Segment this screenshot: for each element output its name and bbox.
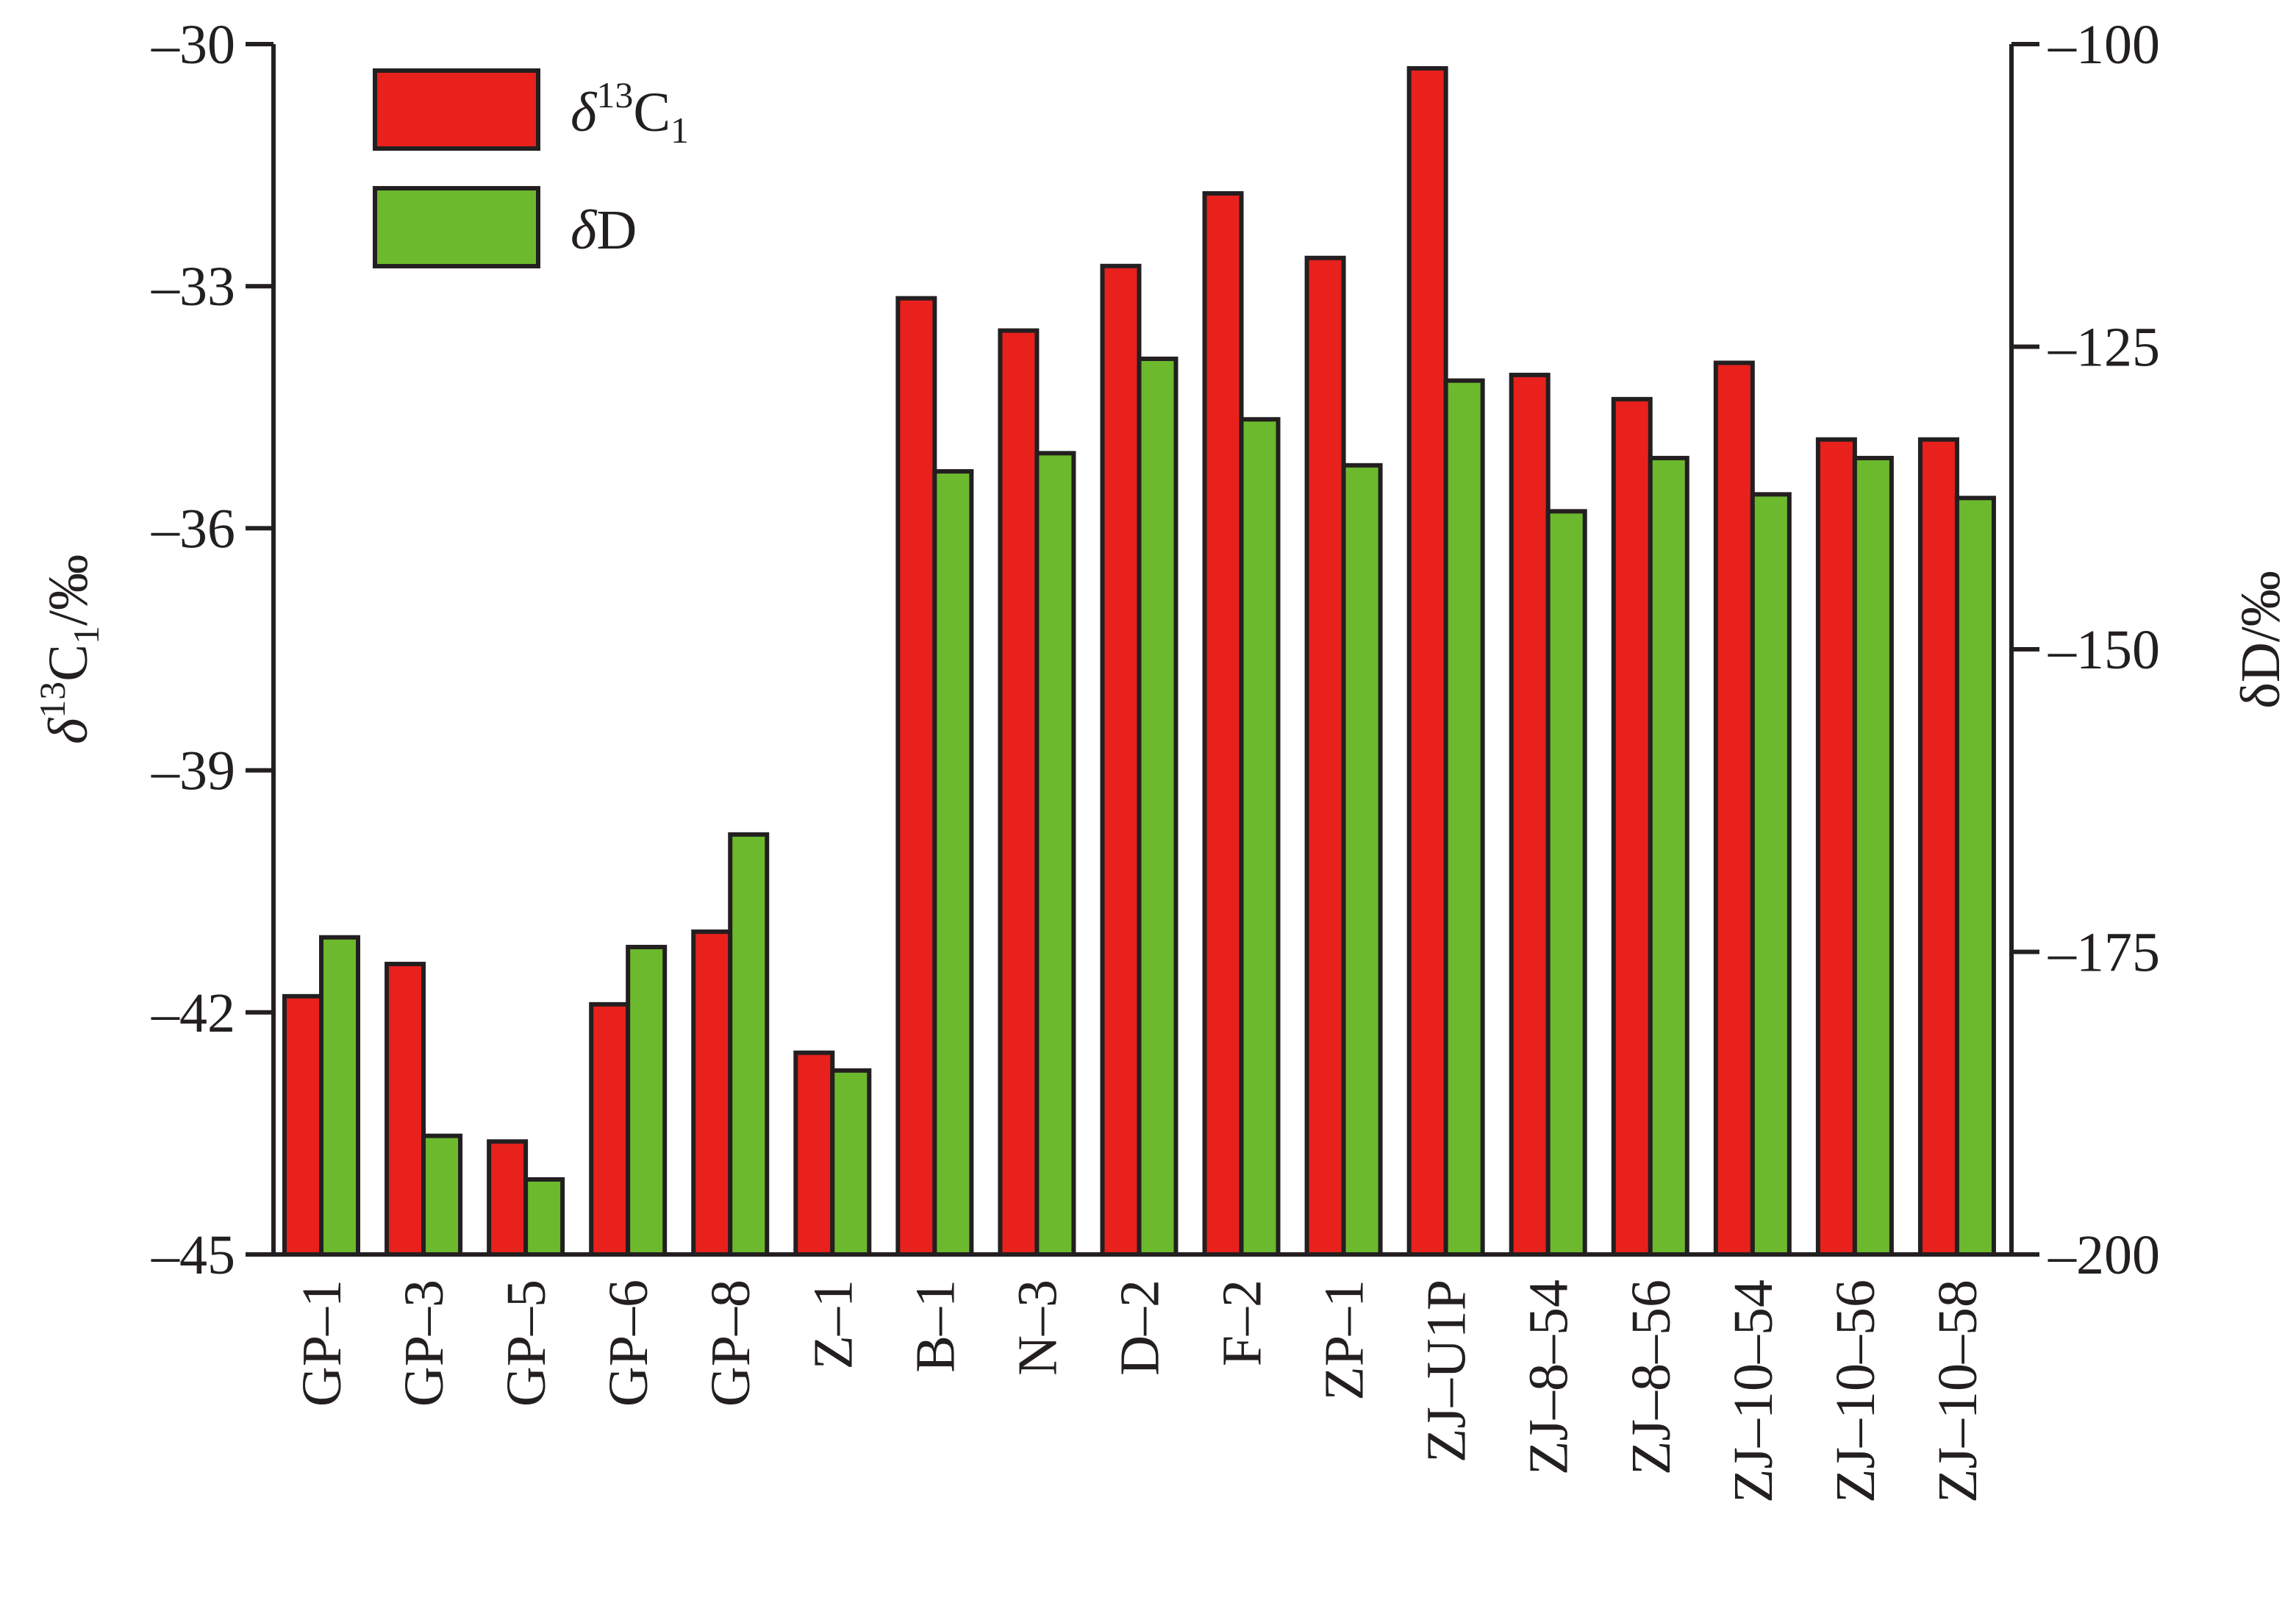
left-tick-label: –36 <box>151 498 235 560</box>
right-tick-label: –200 <box>2048 1224 2160 1286</box>
right-tick-label: –175 <box>2048 922 2160 984</box>
bar-d13c1-ZJ–10–58 <box>1917 437 1959 1257</box>
bar-dd-GP–5 <box>523 1177 565 1257</box>
left-tick-label: –39 <box>151 740 235 802</box>
x-tick-label: ZJ–10–56 <box>1825 1279 1886 1503</box>
bar-d13c1-ZJ–10–56 <box>1815 437 1857 1257</box>
bar-dd-ZJ–8–56 <box>1648 455 1689 1257</box>
bar-dd-ZJ–10–56 <box>1852 455 1894 1257</box>
x-tick-label: N–3 <box>1006 1279 1068 1376</box>
bar-d13c1-GP–6 <box>589 1002 631 1257</box>
left-tick-label: –42 <box>151 982 235 1044</box>
x-tick-label: ZJ–U1P <box>1416 1279 1478 1463</box>
x-tick-label: ZJ–8–54 <box>1518 1279 1580 1475</box>
legend-delta: δ <box>571 82 598 143</box>
bar-d13c1-GP–8 <box>691 929 733 1257</box>
bar-dd-ZJ–U1P <box>1443 378 1485 1257</box>
x-tick-label: GP–6 <box>598 1279 659 1407</box>
legend-label-d13c1: δ13C1 <box>571 74 689 151</box>
x-tick-label: ZJ–8–56 <box>1620 1279 1682 1475</box>
bar-dd-ZJ–10–54 <box>1750 492 1792 1257</box>
bar-dd-B–1 <box>932 469 974 1257</box>
bar-dd-GP–8 <box>728 832 770 1257</box>
right-tick-label: –100 <box>2048 14 2160 76</box>
bar-d13c1-ZP–1 <box>1304 255 1346 1257</box>
x-tick-label: ZP–1 <box>1314 1279 1376 1401</box>
left-axis-title-c: C <box>37 644 99 682</box>
x-tick-label: GP–1 <box>291 1279 353 1407</box>
bar-d13c1-ZJ–U1P <box>1406 65 1448 1257</box>
left-axis-title-sup: 13 <box>32 682 73 718</box>
legend-delta: δ <box>571 199 598 261</box>
bar-dd-GP–1 <box>319 935 360 1257</box>
x-tick-label: D–2 <box>1109 1279 1170 1376</box>
bar-d13c1-D–2 <box>1100 263 1142 1257</box>
right-tick-label: –150 <box>2048 619 2160 681</box>
bar-dd-F–2 <box>1239 417 1281 1257</box>
bar-dd-N–3 <box>1034 451 1076 1257</box>
bar-dd-ZJ–10–58 <box>1954 496 1996 1257</box>
right-tick-label: –125 <box>2048 317 2160 379</box>
x-tick-label: GP–3 <box>393 1279 455 1407</box>
x-tick-label: GP–8 <box>700 1279 762 1407</box>
left-tick-label: –30 <box>151 14 235 76</box>
bar-d13c1-GP–1 <box>282 993 323 1257</box>
legend-rest: C <box>633 82 670 143</box>
axes-layer <box>246 42 2039 1257</box>
x-tick-label: F–2 <box>1212 1279 1273 1366</box>
bar-d13c1-ZJ–8–56 <box>1611 396 1653 1257</box>
bar-d13c1-ZJ–10–54 <box>1713 360 1755 1257</box>
legend-swatch-d13c1 <box>373 68 540 151</box>
bar-d13c1-B–1 <box>895 296 937 1257</box>
legend-sub: 1 <box>670 110 689 151</box>
right-axis-title: δD/‰ <box>2230 571 2292 709</box>
bar-d13c1-GP–3 <box>385 961 426 1257</box>
bar-dd-D–2 <box>1137 356 1179 1257</box>
bar-d13c1-N–3 <box>998 328 1040 1257</box>
legend-swatch-dd <box>373 186 540 268</box>
left-tick-label: –45 <box>151 1224 235 1286</box>
bar-dd-Z–1 <box>830 1068 872 1257</box>
left-axis-title-delta: δ <box>37 717 99 744</box>
bar-d13c1-F–2 <box>1202 191 1244 1257</box>
left-tick-label: –33 <box>151 256 235 318</box>
labels-layer: –30 –33 –36 –39 –42 –45 –100 –125 –150 –175 –200 GP… <box>32 14 2292 1503</box>
bar-dd-ZJ–8–54 <box>1545 509 1587 1257</box>
x-tick-label: ZJ–10–58 <box>1927 1279 1989 1503</box>
left-axis-title: δ13C1/‰ <box>32 554 107 744</box>
bar-dd-GP–6 <box>626 944 668 1257</box>
bar-dd-GP–3 <box>421 1133 463 1257</box>
x-tick-label: GP–5 <box>496 1279 557 1407</box>
left-axis-title-sub: 1 <box>65 626 107 644</box>
left-axis-title-unit: /‰ <box>37 554 99 626</box>
x-tick-label: ZJ–10–54 <box>1723 1279 1784 1503</box>
x-tick-label: B–1 <box>904 1279 966 1373</box>
bar-dd-ZP–1 <box>1341 463 1383 1257</box>
legend-label-dd: δD <box>571 199 637 261</box>
bar-d13c1-GP–5 <box>487 1139 529 1257</box>
bar-d13c1-Z–1 <box>793 1050 835 1257</box>
x-tick-label: Z–1 <box>802 1279 864 1369</box>
legend-sup: 13 <box>596 74 633 115</box>
bars-layer <box>282 65 1996 1257</box>
legend-rest: D <box>596 199 637 261</box>
bar-d13c1-ZJ–8–54 <box>1509 372 1551 1257</box>
